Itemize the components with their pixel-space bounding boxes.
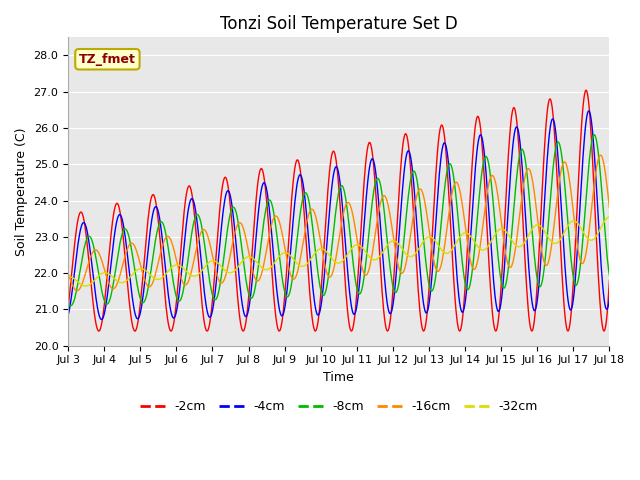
-2cm — [64, 304, 72, 310]
Y-axis label: Soil Temperature (C): Soil Temperature (C) — [15, 127, 28, 256]
-4cm — [97, 317, 105, 323]
-2cm — [420, 327, 428, 333]
-4cm — [186, 201, 193, 207]
-8cm — [591, 132, 598, 138]
Line: -8cm: -8cm — [68, 135, 609, 306]
-2cm — [492, 328, 500, 334]
Line: -32cm: -32cm — [68, 217, 609, 286]
-2cm — [404, 142, 412, 148]
-2cm — [74, 217, 82, 223]
-8cm — [405, 186, 413, 192]
-4cm — [74, 241, 82, 247]
-32cm — [82, 283, 90, 289]
-8cm — [75, 276, 83, 282]
Line: -2cm: -2cm — [68, 90, 609, 331]
-32cm — [74, 279, 82, 285]
-8cm — [186, 247, 193, 252]
-2cm — [185, 183, 193, 189]
Line: -16cm: -16cm — [68, 155, 609, 291]
-4cm — [585, 108, 593, 114]
-4cm — [131, 308, 138, 313]
-16cm — [605, 205, 613, 211]
-32cm — [605, 214, 613, 220]
-16cm — [596, 152, 604, 158]
-8cm — [131, 265, 138, 271]
-8cm — [421, 251, 429, 257]
-4cm — [605, 295, 613, 301]
-16cm — [74, 288, 81, 294]
-16cm — [186, 276, 193, 282]
-2cm — [582, 87, 590, 93]
X-axis label: Time: Time — [323, 371, 354, 384]
-32cm — [214, 260, 222, 266]
-2cm — [130, 326, 138, 332]
-4cm — [421, 308, 429, 314]
-16cm — [131, 243, 138, 249]
-16cm — [214, 275, 222, 281]
-8cm — [64, 299, 72, 305]
-16cm — [75, 287, 83, 293]
-2cm — [213, 238, 221, 243]
-32cm — [131, 269, 138, 275]
-2cm — [605, 277, 613, 283]
-32cm — [64, 274, 72, 279]
-8cm — [605, 273, 613, 278]
Legend: -2cm, -4cm, -8cm, -16cm, -32cm: -2cm, -4cm, -8cm, -16cm, -32cm — [134, 395, 543, 418]
-8cm — [214, 292, 222, 298]
Title: Tonzi Soil Temperature Set D: Tonzi Soil Temperature Set D — [220, 15, 458, 33]
-32cm — [186, 271, 193, 277]
-4cm — [214, 261, 222, 267]
-32cm — [405, 253, 413, 259]
-4cm — [405, 149, 413, 155]
Text: TZ_fmet: TZ_fmet — [79, 53, 136, 66]
-32cm — [421, 237, 429, 242]
-16cm — [421, 200, 429, 206]
-8cm — [67, 303, 75, 309]
-4cm — [64, 312, 72, 318]
-16cm — [405, 241, 413, 247]
-16cm — [64, 270, 72, 276]
Line: -4cm: -4cm — [68, 111, 609, 320]
